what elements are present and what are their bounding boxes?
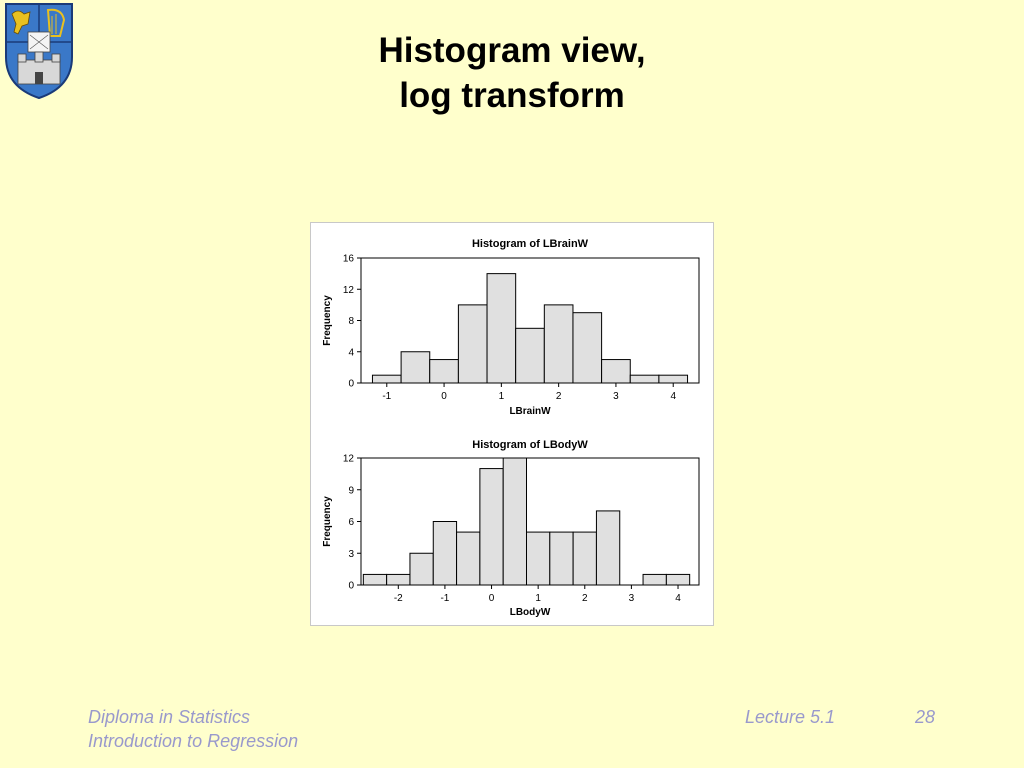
hist1-bar — [601, 359, 631, 384]
hist1-xtick-label: 0 — [441, 391, 447, 402]
hist1-bar — [543, 304, 574, 384]
hist2-xlabel: LBodyW — [510, 607, 551, 618]
hist1-ytick-label: 16 — [343, 254, 355, 265]
hist1-xtick-label: 1 — [499, 391, 505, 402]
hist2-bar — [572, 531, 597, 586]
hist2-bar — [595, 510, 621, 586]
hist1-xtick-label: 2 — [556, 391, 562, 402]
slide-title-line2: log transform — [399, 76, 625, 115]
footer-lecture: Lecture 5.1 — [745, 707, 836, 727]
hist1-bar — [658, 374, 689, 384]
hist1-ylabel: Frequency — [322, 295, 333, 346]
hist1-bar — [429, 359, 459, 384]
hist2-ytick-label: 9 — [348, 485, 354, 496]
hist2-bar — [526, 531, 551, 586]
hist2-bar — [409, 552, 434, 586]
hist1-bar — [629, 374, 660, 384]
hist1-xtick-label: 3 — [613, 391, 619, 402]
footer-course: Diploma in Statistics Introduction to Re… — [88, 705, 298, 753]
hist1-xtick-label: 4 — [670, 391, 676, 402]
hist2-xtick-label: 4 — [675, 593, 681, 604]
crest-icon — [5, 3, 73, 100]
hist2-bar — [432, 521, 458, 586]
hist2-ytick-label: 3 — [348, 549, 354, 560]
hist2-xtick-label: 0 — [489, 593, 495, 604]
hist2-bar — [456, 531, 481, 586]
hist2-xtick-label: -1 — [440, 593, 449, 604]
hist2-ytick-label: 0 — [348, 581, 354, 592]
hist2-ylabel: Frequency — [322, 496, 333, 547]
hist1-ytick-label: 0 — [348, 379, 354, 390]
hist2-xtick-label: 2 — [582, 593, 588, 604]
slide-title-line1: Histogram view, — [378, 31, 646, 70]
hist1-bar — [486, 273, 517, 384]
hist2-ytick-label: 6 — [348, 517, 354, 528]
hist1-ytick-label: 12 — [343, 285, 355, 296]
footer-page-number: 28 — [915, 707, 936, 727]
hist2-bar — [479, 468, 504, 586]
histogram-panel: Histogram of LBrainW 0 4 8 12 16 -1 0 1 2 3 4 LBrain… — [310, 222, 714, 626]
hist2-title: Histogram of LBodyW — [472, 439, 588, 451]
hist1-bar — [371, 374, 402, 384]
hist1-title: Histogram of LBrainW — [472, 238, 589, 250]
hist1-xlabel: LBrainW — [509, 406, 551, 417]
hist2-bar — [386, 573, 411, 586]
hist2-bar — [642, 573, 667, 586]
hist2-bar — [502, 457, 528, 586]
hist1-ytick-label: 4 — [348, 347, 354, 358]
hist1-xtick-label: -1 — [382, 391, 391, 402]
hist2-bar — [362, 573, 388, 586]
hist2-ytick-label: 12 — [343, 454, 355, 465]
hist1-bar — [572, 312, 603, 384]
footer-course-line1: Diploma in Statistics — [88, 707, 251, 727]
hist2-xtick-label: -2 — [394, 593, 403, 604]
hist2-bar — [549, 531, 574, 586]
slide-title: Histogram view, log transform — [0, 28, 1024, 118]
hist1-bar — [400, 351, 431, 384]
hist1-bar — [515, 327, 545, 384]
footer-course-line2: Introduction to Regression — [88, 731, 299, 751]
hist2-xtick-label: 3 — [629, 593, 635, 604]
hist2-xtick-label: 1 — [535, 593, 541, 604]
college-crest-logo — [4, 2, 74, 100]
hist1-ytick-label: 8 — [348, 316, 354, 327]
hist2-bar — [665, 573, 691, 586]
hist1-bar — [457, 304, 488, 384]
